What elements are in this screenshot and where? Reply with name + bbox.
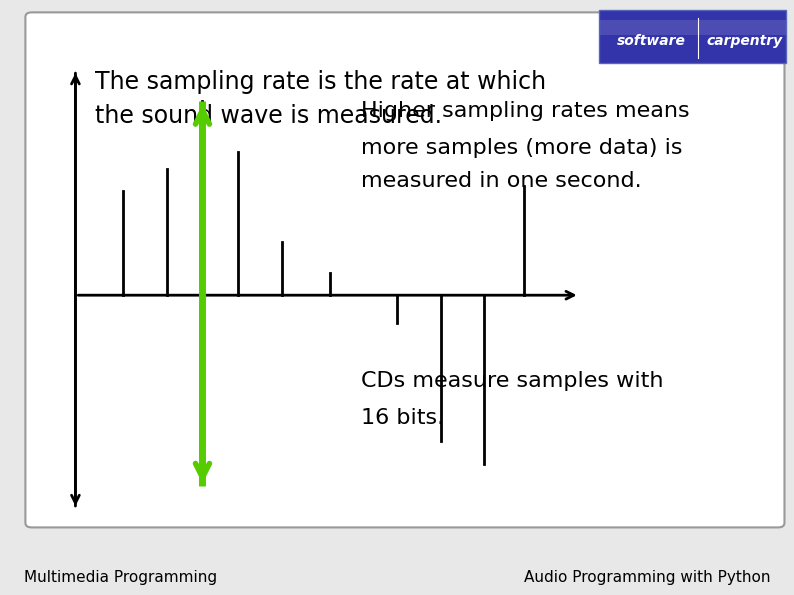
Text: measured in one second.: measured in one second. [361,171,642,192]
Text: Multimedia Programming: Multimedia Programming [24,570,217,585]
Text: carpentry: carpentry [707,33,783,48]
FancyBboxPatch shape [25,12,784,527]
Text: CDs measure samples with: CDs measure samples with [361,371,664,391]
Text: the sound wave is measured.: the sound wave is measured. [95,104,442,128]
Text: more samples (more data) is: more samples (more data) is [361,138,683,158]
Bar [599,20,786,35]
Text: The sampling rate is the rate at which: The sampling rate is the rate at which [95,70,546,94]
Text: 16 bits.: 16 bits. [361,408,445,428]
Text: software: software [617,33,686,48]
Bar [599,10,786,63]
Text: Audio Programming with Python: Audio Programming with Python [524,570,770,585]
Text: Higher sampling rates means: Higher sampling rates means [361,101,690,121]
